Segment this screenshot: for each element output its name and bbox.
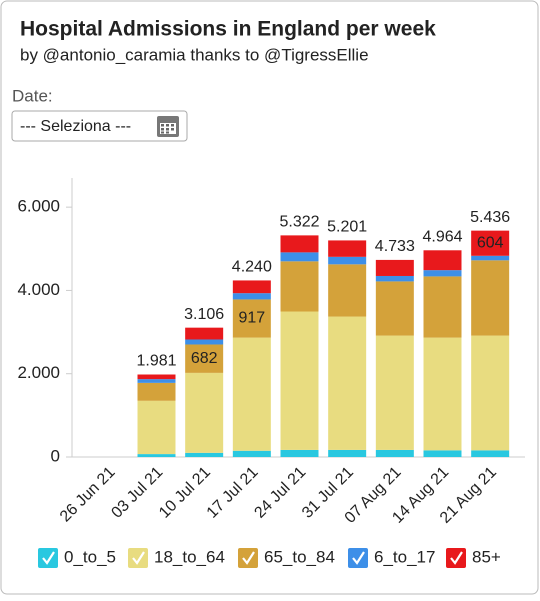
total-label: 4.240 (232, 259, 272, 276)
bar-segment (185, 339, 224, 345)
y-tick-label: 0 (51, 446, 60, 465)
total-label: 5.436 (470, 209, 510, 226)
bar-segment (280, 252, 319, 262)
bar-segment (137, 400, 176, 455)
legend-checkbox[interactable] (446, 548, 466, 568)
bar-segment (232, 280, 271, 294)
segment-label: 604 (477, 234, 504, 251)
total-label: 3.106 (184, 306, 224, 323)
legend-check[interactable] (132, 551, 145, 565)
bar-segment (423, 337, 462, 451)
bar-segment (471, 335, 510, 451)
bar-segment (137, 454, 176, 457)
bar-segment (328, 449, 367, 457)
bar-segment (137, 382, 176, 401)
legend-check[interactable] (42, 551, 55, 565)
bar-segment (375, 449, 414, 457)
total-label: 4.964 (422, 229, 462, 246)
segment-label: 917 (238, 310, 265, 327)
legend-item[interactable]: 18_to_64 (128, 547, 225, 568)
bar-segment (328, 264, 367, 317)
bar-segment (232, 293, 271, 300)
bar-segment (232, 337, 271, 451)
date-select[interactable]: --- Seleziona --- (11, 110, 188, 142)
bar-segment (185, 452, 224, 457)
total-label: 1.981 (136, 353, 176, 370)
legend-label[interactable]: 18_to_64 (154, 547, 225, 566)
legend-check[interactable] (450, 551, 463, 565)
y-tick-label: 2.000 (17, 363, 60, 382)
bar-segment (185, 344, 224, 373)
select-text[interactable]: --- Seleziona --- (20, 118, 131, 135)
bar-segment (471, 260, 510, 336)
bar-segment (423, 270, 462, 277)
legend-label[interactable]: 85+ (472, 547, 501, 566)
bar-segment (137, 374, 176, 380)
total-label: 4.733 (375, 238, 415, 255)
legend-checkbox[interactable] (128, 548, 148, 568)
legend-check[interactable] (352, 551, 365, 565)
chart-title: Hospital Admissions in England per week (20, 18, 436, 41)
y-tick-label: 6.000 (17, 197, 60, 216)
bar-segment (423, 450, 462, 457)
calendar-icon[interactable] (157, 116, 179, 137)
bar-segment (280, 449, 319, 457)
total-label: 5.201 (327, 219, 367, 236)
bar-segment (375, 259, 414, 276)
bar-segment (423, 250, 462, 271)
bar-segment (423, 276, 462, 338)
legend-checkbox[interactable] (238, 548, 258, 568)
legend-label[interactable]: 6_to_17 (374, 547, 435, 566)
bar-segment (232, 299, 271, 338)
bar-segment (375, 275, 414, 282)
legend-item[interactable]: 0_to_5 (38, 547, 116, 568)
bar-segment (471, 230, 510, 256)
legend-checkbox[interactable] (38, 548, 58, 568)
bar-segment (137, 379, 176, 383)
bar-segment (471, 255, 510, 261)
bar-segment (280, 235, 319, 253)
legend-check[interactable] (242, 551, 255, 565)
bar-segment (328, 316, 367, 450)
bar-segment (232, 450, 271, 457)
date-label: Date: (12, 86, 53, 105)
bar-segment (375, 281, 414, 336)
segment-label: 682 (191, 350, 218, 367)
bar-segment (185, 372, 224, 453)
select-box[interactable] (11, 110, 188, 142)
bar-segment (328, 240, 367, 257)
legend-label[interactable]: 65_to_84 (264, 547, 335, 566)
bar-segment (280, 261, 319, 312)
bar-segment (280, 311, 319, 450)
legend-label[interactable]: 0_to_5 (64, 547, 116, 566)
legend-item[interactable]: 65_to_84 (238, 547, 335, 568)
bar-segment (185, 327, 224, 340)
y-tick-label: 4.000 (17, 280, 60, 299)
chart-subtitle: by @antonio_caramia thanks to @TigressEl… (20, 45, 369, 64)
bar-segment (471, 450, 510, 457)
legend-checkbox[interactable] (348, 548, 368, 568)
total-label: 5.322 (279, 214, 319, 231)
legend-item[interactable]: 6_to_17 (348, 547, 435, 568)
legend-item[interactable]: 85+ (446, 547, 501, 568)
bar-segment (328, 256, 367, 265)
bar-segment (375, 335, 414, 450)
